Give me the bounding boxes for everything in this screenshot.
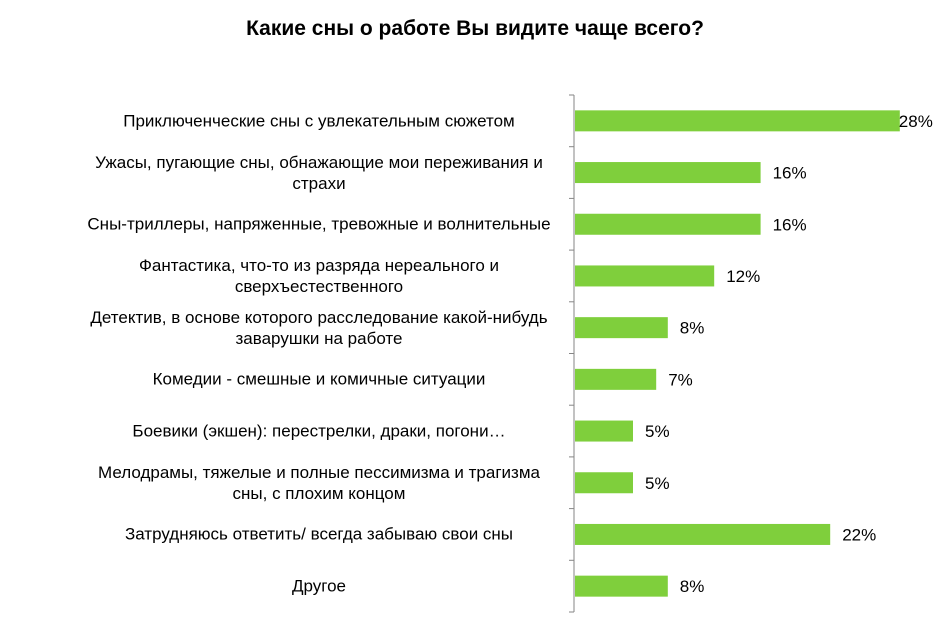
bar <box>575 317 668 339</box>
data-label: 12% <box>726 267 760 286</box>
bars-group <box>575 110 900 597</box>
bar <box>575 575 668 597</box>
category-label: Детектив, в основе которого расследовани… <box>90 307 548 348</box>
bar <box>575 420 633 442</box>
data-label: 8% <box>680 577 705 596</box>
category-label: Затрудняюсь ответить/ всегда забываю сво… <box>124 524 514 544</box>
value-labels-group: 28% 16% 16% 12% 8% 7% 5% 5% 22% 8% <box>645 112 933 596</box>
category-label: Приключенческие сны с увлекательным сюже… <box>123 111 515 131</box>
data-label: 5% <box>645 474 670 493</box>
bar <box>575 265 715 287</box>
category-label: Сны-триллеры, напряженные, тревожные и в… <box>87 214 551 234</box>
data-label: 16% <box>773 164 807 183</box>
data-label: 7% <box>668 370 693 389</box>
category-label: Мелодрамы, тяжелые и полные пессимизма и… <box>98 462 540 503</box>
chart-title: Какие сны о работе Вы видите чаще всего? <box>246 17 704 40</box>
bar <box>575 162 761 184</box>
data-label: 16% <box>773 215 807 234</box>
bar <box>575 368 657 390</box>
category-label: Другое <box>291 576 346 596</box>
bar <box>575 472 633 494</box>
category-label: Боевики (экшен): перестрелки, драки, пог… <box>132 421 506 441</box>
data-label: 5% <box>645 422 670 441</box>
category-label: Комедии - смешные и комичные ситуации <box>152 369 486 389</box>
bar <box>575 523 831 545</box>
data-label: 22% <box>842 525 876 544</box>
category-label: Ужасы, пугающие сны, обнажающие мои пере… <box>95 152 543 193</box>
axis-group <box>569 94 575 613</box>
category-label: Фантастика, что-то из разряда нереальног… <box>138 255 500 296</box>
bar <box>575 213 761 235</box>
data-label: 28% <box>899 112 933 131</box>
data-label: 8% <box>680 319 705 338</box>
bar <box>575 110 900 132</box>
